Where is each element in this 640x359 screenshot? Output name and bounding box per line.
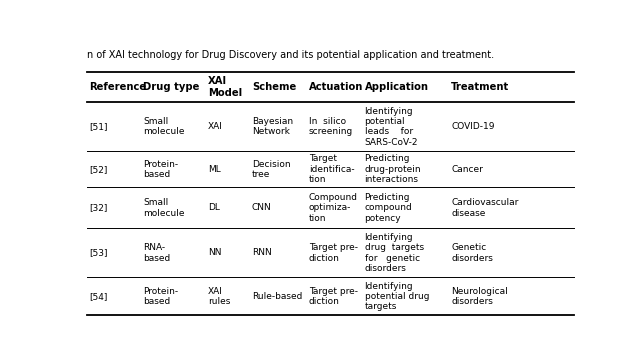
Text: Small
molecule: Small molecule <box>143 117 185 136</box>
Text: Actuation: Actuation <box>308 82 363 92</box>
Text: Rule-based: Rule-based <box>252 292 302 301</box>
Text: XAI
Model: XAI Model <box>208 76 242 98</box>
Text: In  silico
screening: In silico screening <box>308 117 353 136</box>
Text: COVID-19: COVID-19 <box>451 122 495 131</box>
Text: Reference: Reference <box>89 82 146 92</box>
Text: NN: NN <box>208 248 221 257</box>
Text: Predicting
drug-protein
interactions: Predicting drug-protein interactions <box>365 154 421 184</box>
Text: Application: Application <box>365 82 429 92</box>
Text: Target pre-
diction: Target pre- diction <box>308 243 358 263</box>
Text: [54]: [54] <box>89 292 108 301</box>
Text: CNN: CNN <box>252 204 271 213</box>
Text: Treatment: Treatment <box>451 82 509 92</box>
Text: RNN: RNN <box>252 248 271 257</box>
Text: Compound
optimiza-
tion: Compound optimiza- tion <box>308 193 358 223</box>
Text: Identifying
drug  targets
for   genetic
disorders: Identifying drug targets for genetic dis… <box>365 233 424 273</box>
Text: Small
molecule: Small molecule <box>143 198 185 218</box>
Text: Protein-
based: Protein- based <box>143 159 179 179</box>
Text: n of XAI technology for Drug Discovery and its potential application and treatme: n of XAI technology for Drug Discovery a… <box>88 50 495 60</box>
Text: Identifying
potential
leads    for
SARS-CoV-2: Identifying potential leads for SARS-CoV… <box>365 107 418 147</box>
Text: ML: ML <box>208 165 221 174</box>
Text: Target
identifica-
tion: Target identifica- tion <box>308 154 355 184</box>
Text: Drug type: Drug type <box>143 82 200 92</box>
Text: Cancer: Cancer <box>451 165 483 174</box>
Text: Predicting
compound
potency: Predicting compound potency <box>365 193 412 223</box>
Text: RNA-
based: RNA- based <box>143 243 171 263</box>
Text: Scheme: Scheme <box>252 82 296 92</box>
Text: DL: DL <box>208 204 220 213</box>
Text: Genetic
disorders: Genetic disorders <box>451 243 493 263</box>
Text: Identifying
potential drug
targets: Identifying potential drug targets <box>365 281 429 311</box>
Text: [51]: [51] <box>89 122 108 131</box>
Text: Protein-
based: Protein- based <box>143 287 179 306</box>
Text: [32]: [32] <box>89 204 108 213</box>
Text: [53]: [53] <box>89 248 108 257</box>
Text: Decision
tree: Decision tree <box>252 159 291 179</box>
Text: Target pre-
diction: Target pre- diction <box>308 287 358 306</box>
Text: [52]: [52] <box>89 165 108 174</box>
Text: Cardiovascular
disease: Cardiovascular disease <box>451 198 518 218</box>
Text: Bayesian
Network: Bayesian Network <box>252 117 293 136</box>
Text: XAI
rules: XAI rules <box>208 287 230 306</box>
Text: Neurological
disorders: Neurological disorders <box>451 287 508 306</box>
Text: XAI: XAI <box>208 122 223 131</box>
